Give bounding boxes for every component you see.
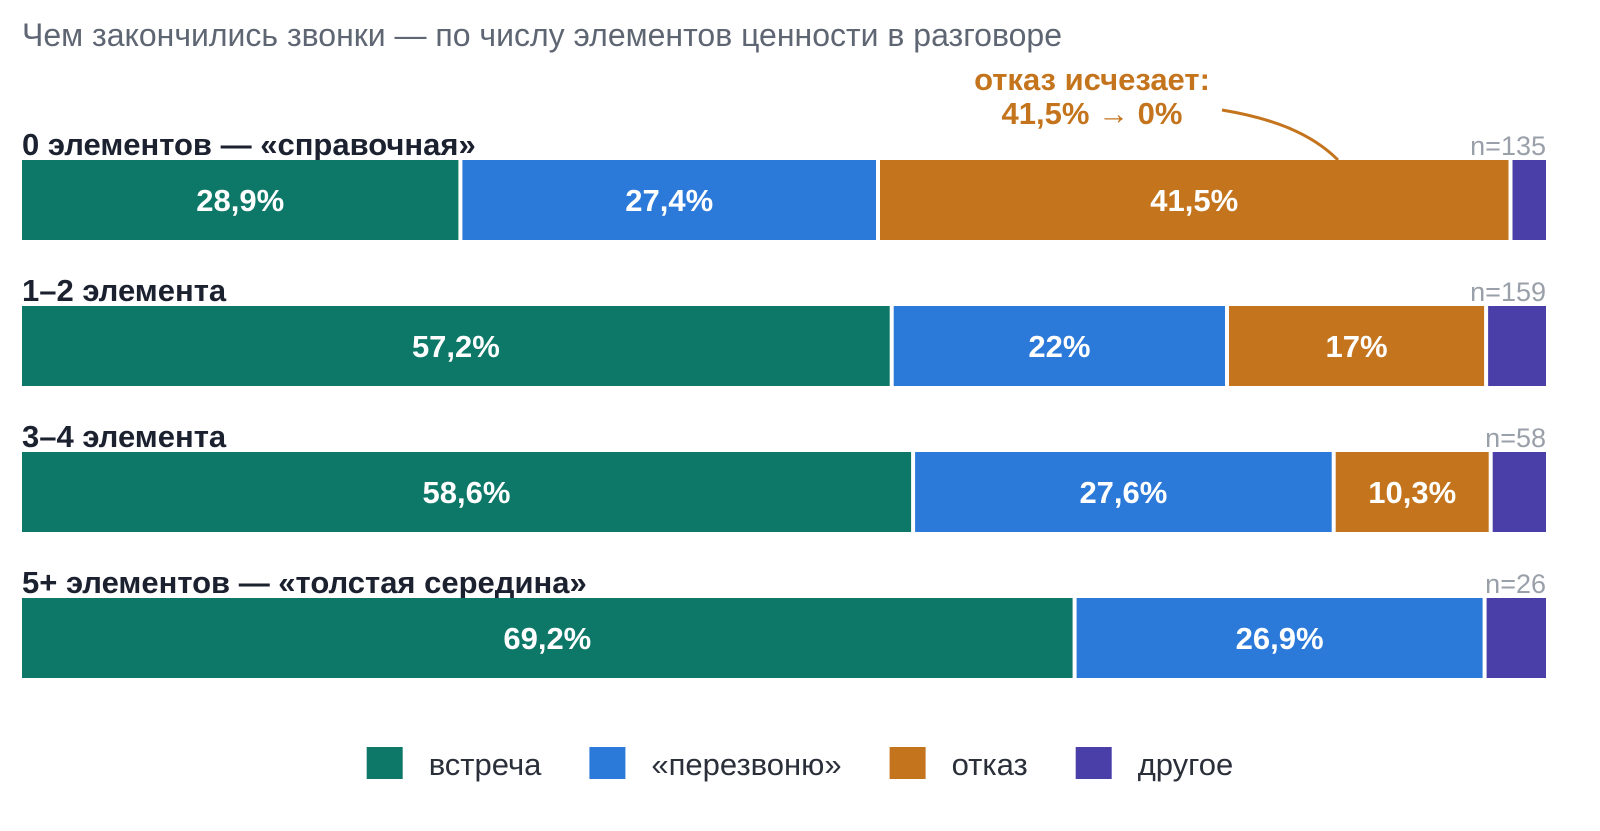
bar-row: 3–4 элемента n=58 58,6% 27,6% 10,3% [22,419,1546,532]
value-label: 17% [1325,329,1387,364]
annotation: отказ исчезает: 41,5% → 0% [974,62,1340,162]
row-label: 1–2 элемента [22,273,227,308]
row-n-label: n=135 [1470,131,1546,161]
bar-segment-other [1488,306,1546,386]
bar-row: 1–2 элемента n=159 57,2% 22% 17% [22,273,1546,386]
value-label: 27,4% [625,183,713,218]
legend-item-meet: встреча [366,747,542,782]
legend-item-callback: «перезвоню» [589,747,842,782]
bar-segment-other [1492,452,1546,532]
bar-segment-refuse [1335,452,1489,532]
bar-segment-meet [22,160,459,240]
bar-segment-meet [22,306,890,386]
bar-segment-meet [22,452,912,532]
legend-label: отказ [952,747,1028,782]
bar-row: 5+ элементов — «толстая середина» n=26 69,… [22,565,1546,678]
value-label: 26,9% [1236,621,1324,656]
legend-label: другое [1138,747,1234,782]
row-n-label: n=26 [1485,569,1546,599]
row-n-label: n=58 [1485,423,1546,453]
annotation-arrow [1221,108,1340,162]
value-label: 41,5% [1150,183,1238,218]
row-n-label: n=159 [1470,277,1546,307]
bar-rows: 0 элементов — «справочная» n=135 28,9% 27,4… [22,127,1546,678]
value-label: 10,3% [1368,475,1456,510]
bar-segment-callback [462,160,876,240]
annotation-line-2: 41,5% → 0% [1002,96,1183,131]
legend-swatch [1075,747,1112,779]
row-label: 5+ элементов — «толстая середина» [22,565,587,600]
legend: встреча «перезвоню» отказ другое [366,747,1234,782]
row-label: 0 элементов — «справочная» [22,127,476,162]
value-label: 69,2% [503,621,591,656]
value-label: 22% [1028,329,1090,364]
value-label: 57,2% [412,329,500,364]
bar-segment-other [1486,598,1546,678]
legend-label: встреча [429,747,542,782]
legend-swatch [889,747,926,779]
bar-segment-callback [1076,598,1483,678]
value-label: 28,9% [196,183,284,218]
bar-row: 0 элементов — «справочная» n=135 28,9% 27,4… [22,127,1546,240]
bar-segment-callback [915,452,1332,532]
legend-item-other: другое [1075,747,1234,782]
bar-segment-meet [22,598,1073,678]
value-label: 58,6% [423,475,511,510]
bar-segment-refuse [1229,306,1485,386]
bar-segment-callback [893,306,1225,386]
annotation-line-1: отказ исчезает: [974,62,1210,97]
legend-swatch [366,747,403,779]
legend-label: «перезвоню» [651,747,841,782]
legend-swatch [589,747,626,779]
row-label: 3–4 элемента [22,419,227,454]
value-label: 27,6% [1079,475,1167,510]
chart-title: Чем закончились звонки — по числу элемен… [22,17,1062,53]
bar-segment-refuse [880,160,1509,240]
legend-item-refuse: отказ [889,747,1028,782]
bar-segment-other [1512,160,1546,240]
